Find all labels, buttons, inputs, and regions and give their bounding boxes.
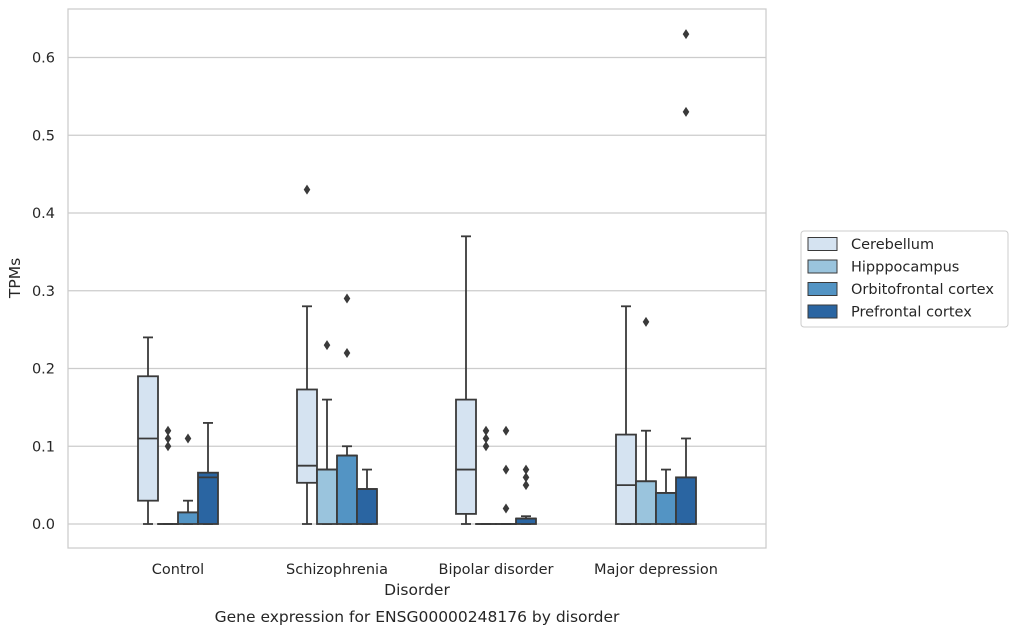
y-tick-label: 0.4 — [32, 206, 55, 222]
plot-frame — [67, 8, 767, 549]
legend-label: Orbitofrontal cortex — [851, 282, 994, 298]
legend-label: Hipppocampus — [851, 260, 959, 276]
x-tick-label: Control — [152, 562, 204, 578]
outlier-point — [502, 425, 510, 436]
legend-swatch — [807, 304, 838, 319]
outlier-point — [522, 472, 530, 483]
outlier-point — [482, 425, 490, 436]
box-body — [296, 388, 318, 484]
outlier-point — [164, 441, 172, 452]
x-tick-label: Bipolar disorder — [439, 562, 554, 578]
y-gridlines — [68, 56, 766, 525]
outlier-point — [303, 184, 311, 195]
outlier-point — [642, 316, 650, 327]
box-prefrontal-cortex — [515, 464, 537, 525]
box-cerebellum — [615, 305, 637, 525]
y-tick-labels: 0.0 0.1 0.2 0.3 0.4 0.5 0.6 — [32, 51, 55, 534]
legend-label: Cerebellum — [851, 237, 934, 253]
legend: Cerebellum Hipppocampus Orbitofrontal cort… — [800, 230, 1009, 328]
outlier-point — [482, 441, 490, 452]
box-body — [455, 398, 477, 515]
outlier-point — [164, 425, 172, 436]
outlier-point — [502, 464, 510, 475]
x-tick-labels: Control Schizophrenia Bipolar disorder Majo… — [152, 562, 718, 578]
y-tick-label: 0.0 — [32, 517, 55, 533]
x-axis-label: Disorder — [384, 581, 450, 599]
chart-title: Gene expression for ENSG00000248176 by d… — [215, 608, 620, 626]
box-body — [635, 480, 657, 525]
y-axis-label: TPMs — [6, 258, 24, 299]
box-prefrontal-cortex — [197, 422, 219, 525]
y-tick-label: 0.6 — [32, 51, 55, 67]
legend-frame — [800, 230, 1009, 328]
outlier-point — [482, 433, 490, 444]
legend-swatch — [807, 237, 838, 251]
legend-swatch — [807, 282, 838, 296]
box-cerebellum — [137, 336, 159, 525]
outlier-point — [323, 340, 331, 351]
box-body — [655, 491, 677, 525]
outlier-point — [343, 293, 351, 304]
y-tick-label: 0.3 — [32, 284, 55, 300]
box-hipppocampus — [157, 425, 179, 525]
box-body — [177, 511, 199, 525]
outlier-point — [522, 464, 530, 475]
box-hipppocampus — [475, 425, 497, 525]
box-body — [336, 454, 358, 525]
plot-background — [68, 9, 766, 548]
box-hipppocampus — [635, 316, 657, 525]
y-tick-label: 0.2 — [32, 362, 55, 378]
x-tick-label: Schizophrenia — [286, 562, 388, 578]
box-body — [316, 468, 338, 525]
box-cerebellum — [455, 235, 477, 525]
outlier-point — [184, 433, 192, 444]
legend-swatch — [807, 259, 838, 274]
box-prefrontal-cortex — [675, 29, 697, 525]
box-prefrontal-cortex — [356, 468, 378, 525]
box-body — [675, 476, 697, 525]
outlier-point — [682, 29, 690, 40]
outlier-point — [682, 106, 690, 117]
box-orbitofrontal-cortex — [336, 293, 358, 525]
outlier-point — [343, 347, 351, 358]
box-cerebellum — [296, 184, 318, 525]
x-tick-label: Major depression — [594, 562, 718, 578]
legend-label: Prefrontal cortex — [851, 305, 972, 321]
box-orbitofrontal-cortex — [495, 425, 517, 525]
box-body — [615, 433, 637, 525]
outlier-point — [502, 503, 510, 514]
outlier-point — [164, 433, 172, 444]
outlier-point — [522, 480, 530, 491]
y-tick-label: 0.1 — [32, 439, 55, 455]
y-tick-label: 0.5 — [32, 128, 55, 144]
box-body — [197, 471, 219, 525]
box-series — [137, 29, 697, 525]
box-body — [356, 488, 378, 525]
